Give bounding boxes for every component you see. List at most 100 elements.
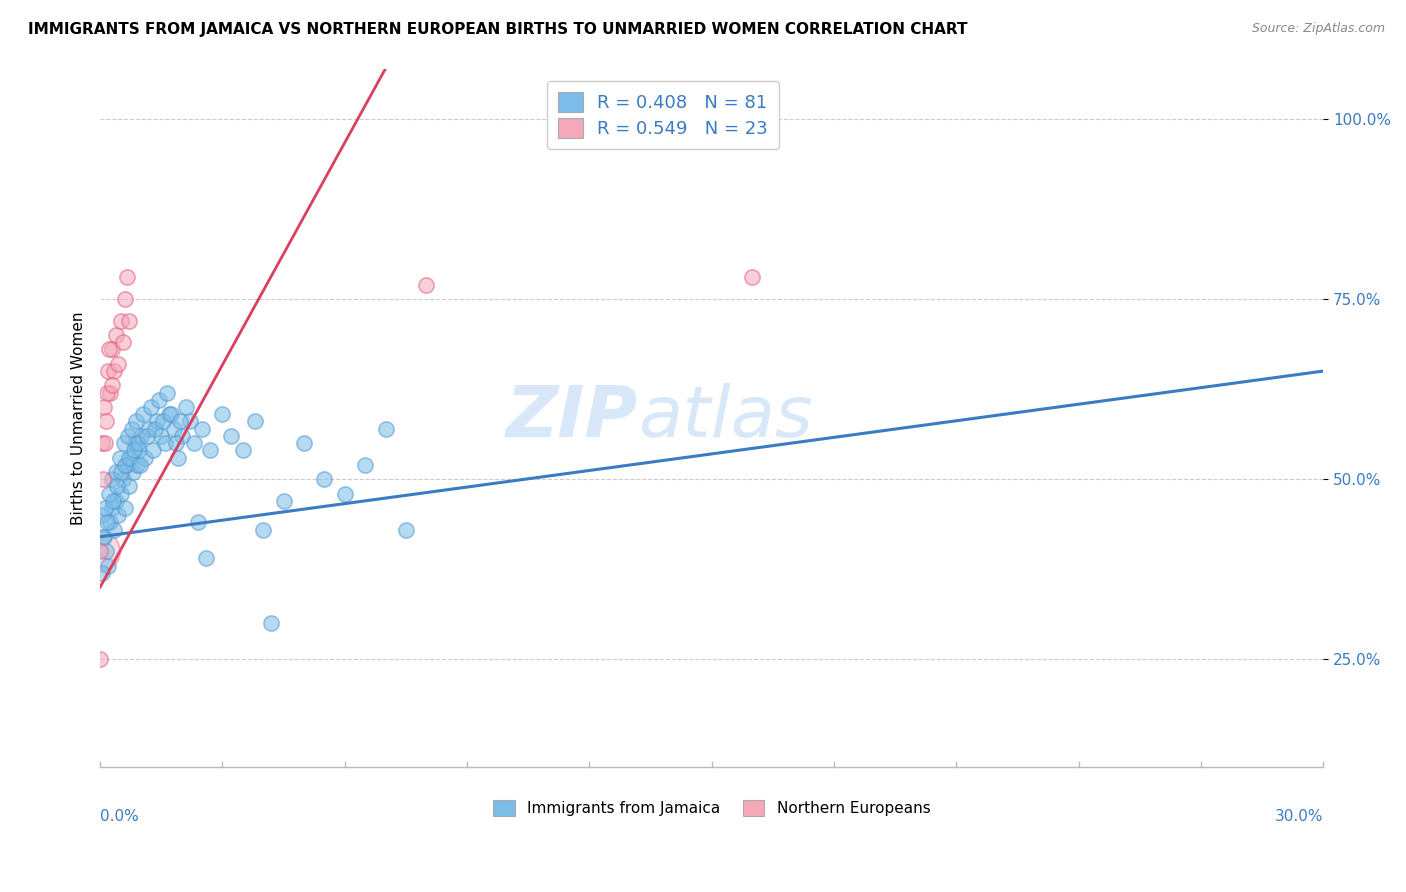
Point: [115, 458, 138, 472]
Point: [152, 415, 174, 429]
Point: [98, 385, 121, 400]
Text: IMMIGRANTS FROM JAMAICA VS NORTHERN EUROPEAN BIRTHS TO UNMARRIED WOMEN CORRELATI: IMMIGRANTS FROM JAMAICA VS NORTHERN EURO…: [28, 22, 967, 37]
Point: [97, 364, 120, 378]
Point: [128, 443, 150, 458]
Point: [115, 270, 138, 285]
Point: [105, 493, 128, 508]
Point: [138, 422, 160, 436]
Point: [143, 422, 166, 436]
Point: [89, 544, 111, 558]
Text: ZIP: ZIP: [506, 384, 638, 452]
Point: [114, 500, 136, 515]
Point: [105, 328, 128, 343]
Point: [101, 500, 124, 515]
Point: [136, 429, 159, 443]
Point: [354, 458, 377, 472]
Point: [160, 407, 183, 421]
Point: [243, 415, 266, 429]
Point: [659, 134, 682, 148]
Point: [107, 357, 129, 371]
Point: [100, 378, 122, 392]
Point: [91, 508, 114, 523]
Point: [105, 479, 128, 493]
Point: [97, 558, 120, 573]
Point: [139, 400, 162, 414]
Point: [179, 415, 201, 429]
Point: [98, 343, 121, 357]
Legend: Immigrants from Jamaica, Northern Europeans: Immigrants from Jamaica, Northern Europe…: [486, 794, 936, 822]
Point: [252, 523, 274, 537]
Point: [96, 415, 118, 429]
Point: [195, 551, 218, 566]
Point: [142, 443, 165, 458]
Point: [98, 516, 121, 530]
Point: [134, 450, 156, 465]
Point: [122, 443, 145, 458]
Point: [93, 530, 115, 544]
Point: [191, 422, 214, 436]
Point: [129, 429, 152, 443]
Point: [374, 422, 396, 436]
Point: [155, 436, 177, 450]
Point: [96, 544, 118, 558]
Point: [98, 486, 121, 500]
Y-axis label: Births to Unmarried Women: Births to Unmarried Women: [72, 311, 86, 524]
Text: 0.0%: 0.0%: [100, 809, 139, 824]
Point: [121, 422, 143, 436]
Point: [124, 436, 146, 450]
Text: 30.0%: 30.0%: [1275, 809, 1323, 824]
Point: [110, 465, 132, 479]
Point: [127, 436, 149, 450]
Point: [219, 429, 242, 443]
Point: [111, 335, 134, 350]
Point: [103, 523, 125, 537]
Point: [156, 385, 179, 400]
Point: [117, 429, 139, 443]
Point: [89, 652, 111, 666]
Text: Source: ZipAtlas.com: Source: ZipAtlas.com: [1251, 22, 1385, 36]
Point: [103, 364, 125, 378]
Point: [101, 493, 124, 508]
Point: [162, 422, 184, 436]
Point: [232, 443, 254, 458]
Point: [148, 392, 170, 407]
Point: [273, 493, 295, 508]
Point: [110, 313, 132, 327]
Point: [112, 436, 135, 450]
Point: [129, 458, 152, 472]
Point: [211, 407, 233, 421]
Point: [118, 450, 141, 465]
Point: [94, 436, 117, 450]
Point: [110, 486, 132, 500]
Point: [121, 465, 143, 479]
Point: [166, 450, 188, 465]
Point: [114, 458, 136, 472]
Point: [96, 385, 118, 400]
Text: atlas: atlas: [638, 384, 813, 452]
Point: [104, 465, 127, 479]
Point: [118, 479, 141, 493]
Point: [93, 472, 115, 486]
Point: [415, 277, 437, 292]
Point: [101, 343, 124, 357]
Point: [187, 516, 209, 530]
Point: [132, 407, 155, 421]
Point: [165, 436, 187, 450]
Point: [200, 443, 222, 458]
Point: [94, 500, 117, 515]
Point: [741, 270, 763, 285]
Point: [91, 436, 114, 450]
Point: [183, 436, 205, 450]
Point: [150, 429, 173, 443]
Point: [91, 566, 114, 580]
Point: [93, 400, 115, 414]
Point: [174, 400, 197, 414]
Point: [333, 486, 356, 500]
Point: [96, 516, 118, 530]
Point: [111, 472, 134, 486]
Point: [93, 530, 115, 544]
Point: [395, 523, 418, 537]
Point: [169, 415, 191, 429]
Point: [118, 313, 141, 327]
Point: [89, 544, 111, 558]
